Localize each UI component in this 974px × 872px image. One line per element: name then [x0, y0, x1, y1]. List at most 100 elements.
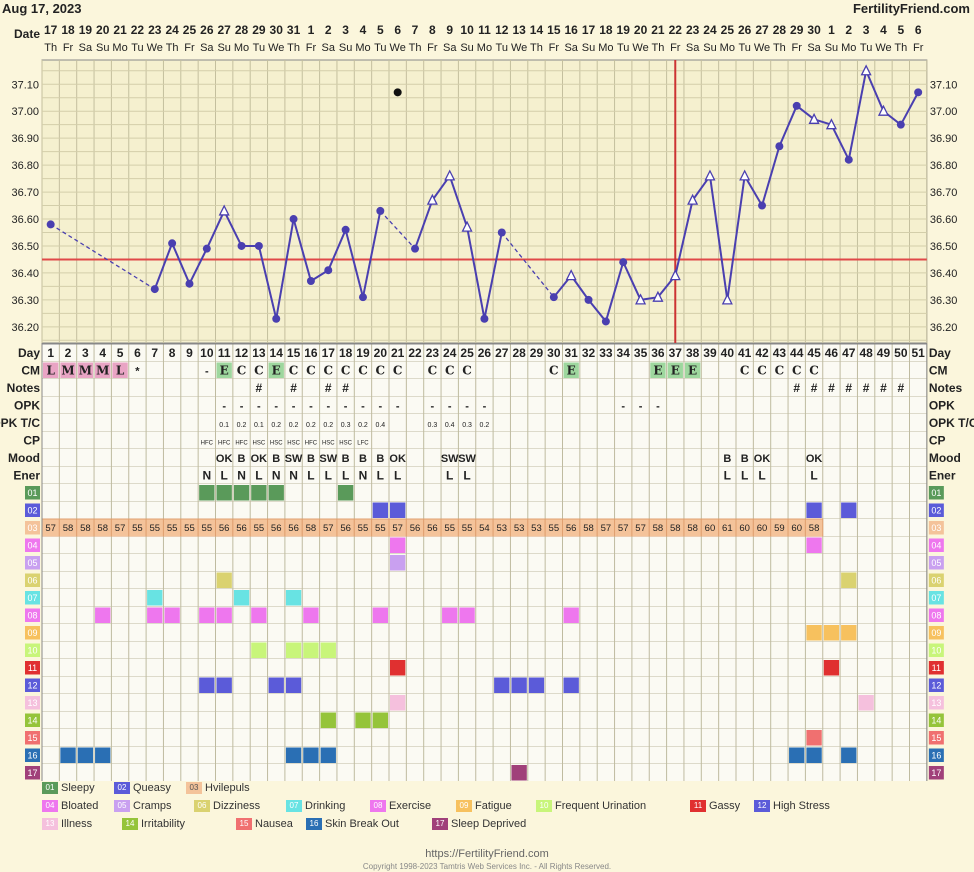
legend-item: 09 Fatigue	[456, 799, 512, 813]
symptom-mark	[806, 747, 822, 763]
symptom-value: 58	[63, 523, 74, 534]
symptom-row-id-left: 05	[27, 558, 37, 568]
symptom-mark	[251, 607, 267, 623]
date-tick-label: 6	[394, 23, 401, 37]
legend-swatch: 05	[114, 800, 130, 812]
day-number: 42	[755, 346, 769, 360]
symptom-06-row-bg	[42, 571, 927, 589]
symptom-row-id-left: 08	[27, 611, 37, 621]
legend-item: 17 Sleep Deprived	[432, 817, 526, 831]
weekday-tick-label: Th	[166, 42, 179, 54]
temp-line	[257, 245, 278, 319]
weekday-tick-label: We	[511, 42, 527, 54]
day-number: 25	[460, 346, 474, 360]
temp-gap-line	[379, 210, 416, 250]
symptom-14-row-bg	[42, 711, 927, 729]
weekday-tick-label: Tu	[496, 42, 508, 54]
temp-point	[549, 293, 558, 302]
symptom-value: 58	[97, 523, 108, 534]
date-tick-label: 30	[270, 23, 284, 37]
symptom-mark	[806, 537, 822, 553]
symptom-value: 56	[427, 523, 438, 534]
date-tick-label: 27	[755, 23, 769, 37]
symptom-row-swatch-left	[25, 521, 40, 535]
legend-item: 01 Sleepy	[42, 781, 95, 795]
symptom-value: 60	[739, 523, 750, 534]
notes-value: #	[811, 381, 818, 395]
y-tick-label-left: 36.60	[11, 214, 39, 226]
y-tick-label-right: 37.00	[930, 106, 958, 118]
weekday-tick-label: Mo	[720, 42, 735, 54]
cm-value: E	[671, 364, 680, 378]
symptom-value: 55	[149, 523, 160, 534]
temp-point-open	[444, 169, 456, 181]
symptom-value: 56	[566, 523, 577, 534]
mood-value: OK	[754, 453, 771, 465]
symptom-value: 57	[115, 523, 126, 534]
weekday-tick-label: Sa	[200, 42, 214, 54]
cm-value: C	[237, 364, 247, 378]
day-number: 22	[408, 346, 422, 360]
symptom-row-swatch-right	[928, 538, 944, 552]
symptom-value: 55	[462, 523, 473, 534]
date-tick-label: 19	[79, 23, 93, 37]
date-tick-label: 12	[495, 23, 509, 37]
legend-item: 13 Illness	[42, 817, 92, 831]
temp-point	[480, 314, 489, 323]
day-number: 9	[186, 346, 193, 360]
site-name[interactable]: FertilityFriend.com	[852, 1, 970, 16]
symptom-value: 57	[323, 523, 334, 534]
weekday-tick-label: Fr	[913, 42, 924, 54]
weekday-tick-label: Fr	[549, 42, 560, 54]
date-row-label: Date	[14, 27, 40, 41]
footer-url[interactable]: https://FertilityFriend.com	[425, 848, 549, 860]
date-tick-label: 11	[478, 23, 491, 37]
legend-item: 06 Dizziness	[194, 799, 260, 813]
ener-value: N	[359, 469, 368, 483]
symptom-row-swatch-right	[928, 626, 944, 640]
cm-value: L	[116, 364, 125, 378]
temp-line	[743, 175, 763, 207]
cm-value: E	[653, 364, 662, 378]
symptom-mark	[147, 607, 163, 623]
symptom-row-id-left: 14	[27, 716, 37, 726]
date-tick-label: 25	[183, 23, 197, 37]
day-number: 2	[65, 346, 72, 360]
symptom-value: 56	[219, 523, 230, 534]
notes-row-bg	[42, 379, 927, 397]
y-tick-label-left: 36.50	[11, 241, 39, 253]
cm-value: C	[306, 364, 316, 378]
legend-label: Dizziness	[213, 800, 261, 812]
notes-value: #	[256, 381, 263, 395]
symptom-mark	[147, 590, 163, 606]
weekday-tick-label: Mo	[234, 42, 249, 54]
mood-value: SW	[458, 453, 476, 465]
cm-value: C	[376, 364, 386, 378]
day-number: 33	[599, 346, 613, 360]
symptom-mark	[303, 607, 319, 623]
temp-point-open	[704, 169, 716, 181]
day-number: 36	[651, 346, 665, 360]
y-tick-label-left: 36.90	[11, 133, 39, 145]
ener-value: L	[342, 469, 349, 483]
legend-swatch: 16	[306, 818, 322, 830]
day-number: 46	[825, 346, 839, 360]
cp-row-bg	[42, 431, 927, 449]
legend-swatch: 10	[536, 800, 552, 812]
opk-value: -	[274, 401, 278, 413]
symptom-10-row-bg	[42, 641, 927, 659]
weekday-tick-label: Sa	[807, 42, 821, 54]
weekday-tick-label: We	[632, 42, 648, 54]
day-number: 10	[200, 346, 214, 360]
legend-item: 02 Queasy	[114, 781, 171, 795]
symptom-02-row-bg	[42, 501, 927, 519]
weekday-tick-label: Su	[582, 42, 595, 54]
day-number: 32	[582, 346, 596, 360]
cm-value: L	[46, 364, 55, 378]
symptom-row-id-left: 10	[27, 646, 37, 656]
ener-value: L	[724, 469, 731, 483]
symptom-value: 58	[809, 523, 820, 534]
ener-value: L	[758, 469, 765, 483]
temp-line	[414, 199, 434, 250]
weekday-tick-label: Fr	[184, 42, 195, 54]
